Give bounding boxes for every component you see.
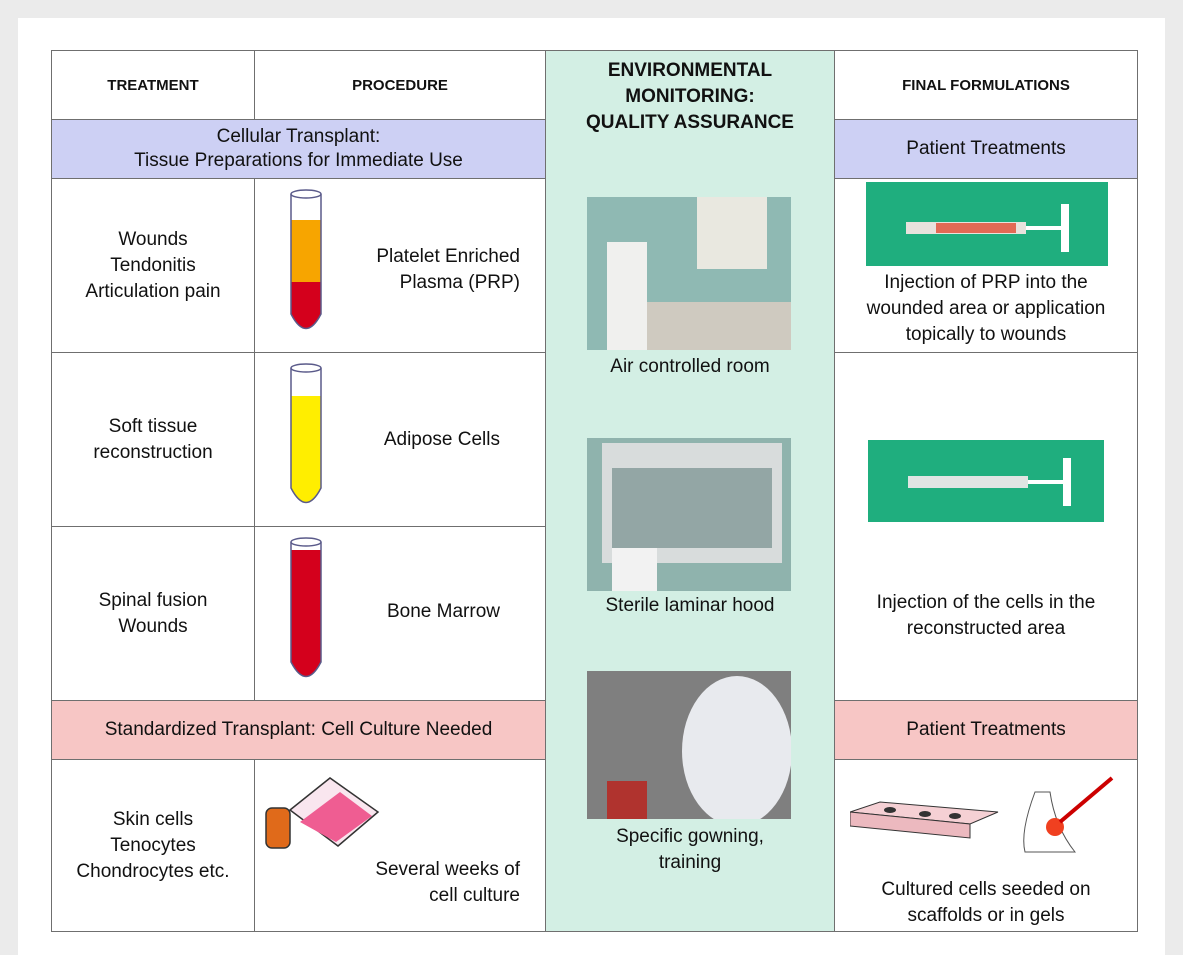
treatment-cell: Soft tissue reconstruction bbox=[51, 352, 255, 527]
formulation-label: Injection of the cells in the reconstruc… bbox=[876, 592, 1096, 639]
photo-hood bbox=[587, 438, 791, 591]
band: Patient Treatments bbox=[834, 700, 1138, 760]
band: Cellular Transplant: Tissue Preparations… bbox=[51, 119, 546, 179]
formulation-cell bbox=[834, 352, 1138, 701]
photo-syringe bbox=[866, 182, 1108, 266]
tube-icon bbox=[290, 363, 322, 504]
treatment-cell: Wounds Tendonitis Articulation pain bbox=[51, 178, 255, 353]
monitoring-label: Sterile laminar hood bbox=[605, 595, 775, 616]
monitoring-label: Air controlled room bbox=[610, 356, 770, 377]
header-cell: PROCEDURE bbox=[254, 50, 546, 120]
procedure-label: Bone Marrow bbox=[387, 601, 500, 622]
procedure-label: Several weeks of cell culture bbox=[375, 859, 520, 906]
formulation-label: Cultured cells seeded on scaffolds or in… bbox=[881, 879, 1091, 926]
band: Standardized Transplant: Cell Culture Ne… bbox=[51, 700, 546, 760]
formulation-cell bbox=[834, 759, 1138, 932]
header-cell: ENVIRONMENTAL MONITORING: QUALITY ASSURA… bbox=[586, 60, 794, 133]
photo-syringe bbox=[868, 440, 1104, 522]
band: Patient Treatments bbox=[834, 119, 1138, 179]
photo-gowning bbox=[587, 671, 791, 819]
flask-icon bbox=[265, 777, 380, 849]
tube-icon bbox=[290, 537, 322, 678]
tube-icon bbox=[290, 189, 322, 330]
treatment-cell: Skin cells Tenocytes Chondrocytes etc. bbox=[51, 759, 255, 932]
scaffold-icon bbox=[850, 776, 1114, 853]
header-cell: FINAL FORMULATIONS bbox=[834, 50, 1138, 120]
procedure-cell bbox=[254, 526, 546, 701]
header-cell: TREATMENT bbox=[51, 50, 255, 120]
procedure-label: Platelet Enriched Plasma (PRP) bbox=[376, 246, 520, 293]
photo-room bbox=[587, 197, 791, 350]
procedure-cell bbox=[254, 759, 546, 932]
procedure-label: Adipose Cells bbox=[383, 429, 500, 450]
treatment-cell: Spinal fusion Wounds bbox=[51, 526, 255, 701]
formulation-label: Injection of PRP into the wounded area o… bbox=[866, 272, 1106, 345]
monitoring-label: Specific gowning, training bbox=[616, 826, 764, 873]
